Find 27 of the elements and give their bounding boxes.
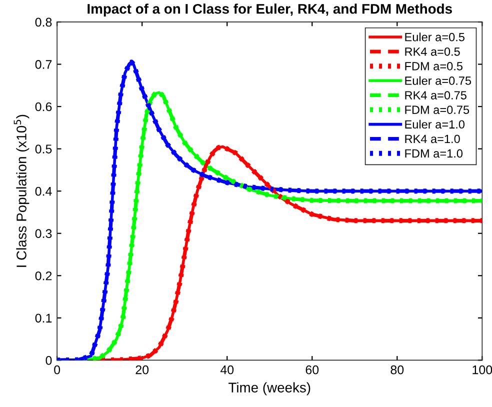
x-tick-label: 100 [472,365,492,374]
y-axis-title: I Class Population (x10$^{5}$) [14,114,30,267]
y-tick-label: 0.8 [35,18,52,27]
y-tick-label: 0.5 [35,144,52,154]
y-tick-label: 0.4 [35,186,52,196]
legend-label: RK4 a=0.75 [405,91,466,100]
y-tick-label: 0.7 [35,60,52,69]
legend-label: FDM a=0.5 [405,62,462,70]
y-tick-label: 0.2 [35,271,52,280]
legend-label: RK4 a=0.5 [405,47,460,56]
x-axis-title: Time (weeks) [228,382,310,396]
y-tick-label: 0.6 [35,102,52,112]
x-tick-label: 60 [306,365,319,374]
y-tick-label: 0 [46,356,52,365]
y-tick-label: 0.1 [35,314,52,323]
x-tick-label: 40 [220,365,234,374]
x-tick-label: 20 [136,365,149,374]
legend-label: FDM a=1.0 [405,149,463,158]
y-tick-label: 0.3 [35,229,52,238]
legend-label: FDM a=0.75 [405,106,470,114]
legend-label: Euler a=0.75 [405,76,472,85]
legend-label: Euler a=0.5 [405,32,464,42]
chart-title: Impact of a on I Class for Euler, RK4, and FDM Methods [88,4,452,17]
x-tick-label: 0 [54,365,60,374]
x-tick-label: 80 [390,365,404,374]
legend-label: Euler a=1.0 [405,120,465,129]
legend-label: RK4 a=1.0 [405,134,460,144]
